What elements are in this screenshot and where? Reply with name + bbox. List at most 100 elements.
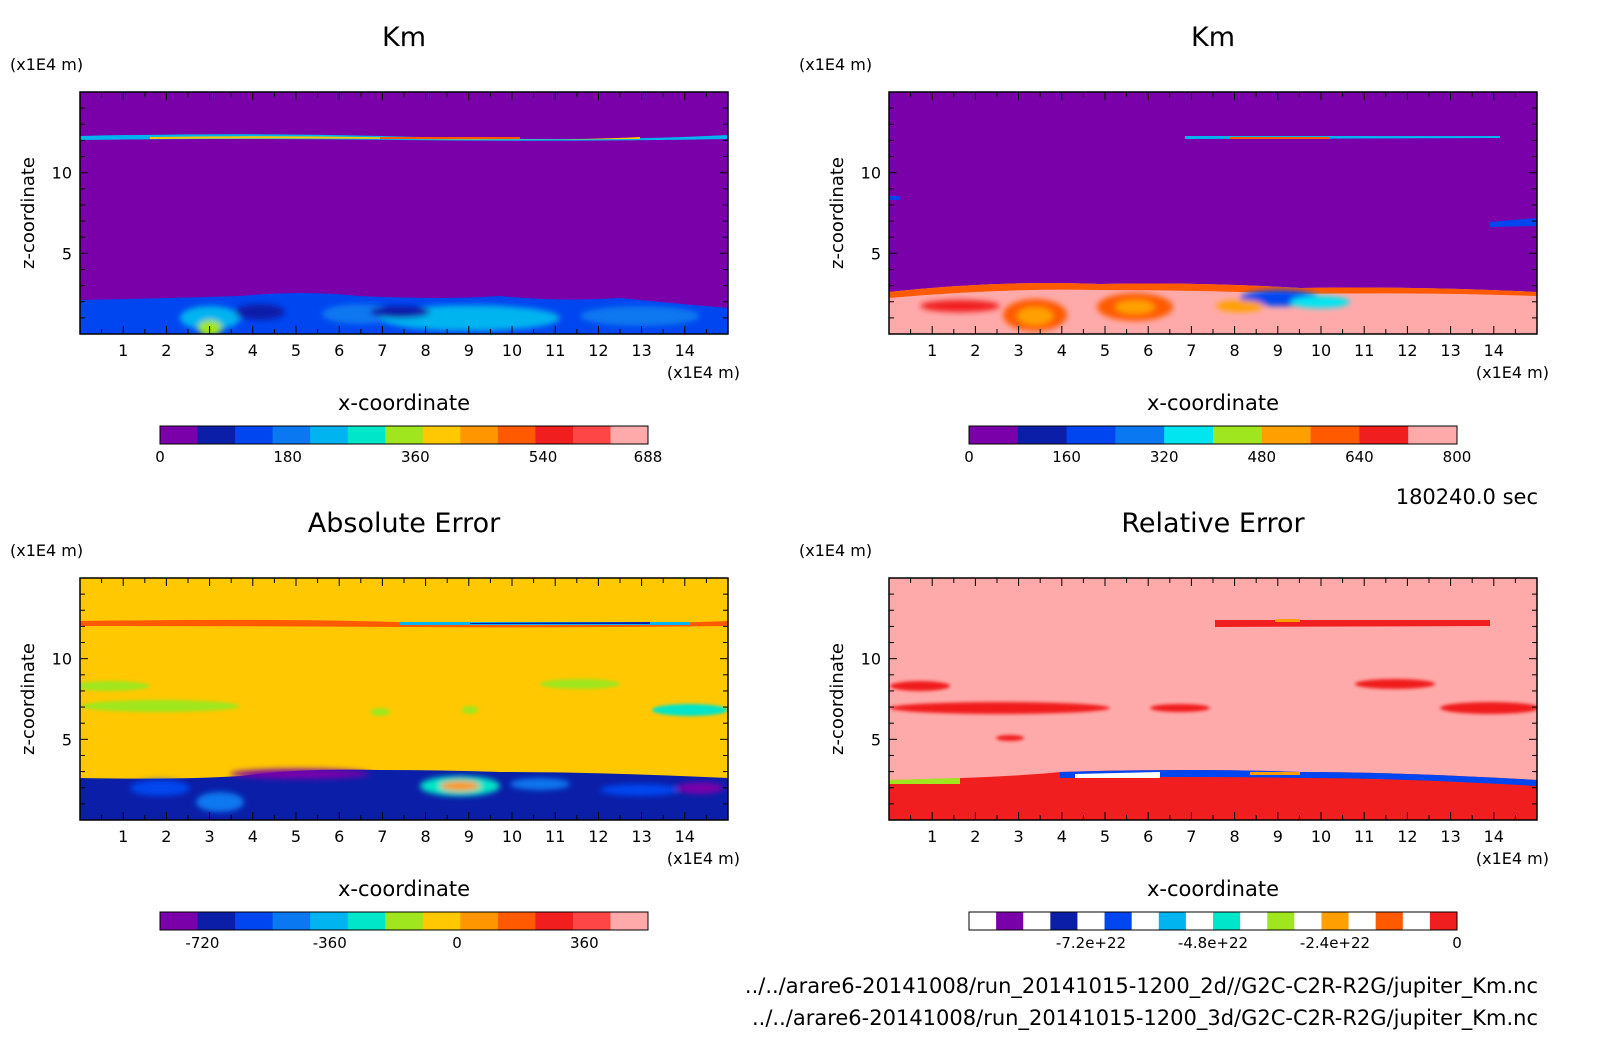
x-tick-label: 14 xyxy=(675,827,695,846)
x-tick-label: 14 xyxy=(1484,827,1504,846)
x-unit-label: (x1E4 m) xyxy=(667,363,740,382)
colorbar-swatch xyxy=(310,426,349,444)
heatmap-field xyxy=(80,578,728,820)
x-tick-label: 13 xyxy=(631,827,651,846)
y-ticks: 5 10 xyxy=(861,91,1537,335)
y-axis-label: z-coordinate xyxy=(18,643,39,755)
x-unit-label: (x1E4 m) xyxy=(1476,363,1549,382)
upper-layer-peak xyxy=(470,622,650,624)
lower-eddy xyxy=(676,782,724,794)
x-tick-label: 8 xyxy=(421,827,431,846)
colorbar-label: 360 xyxy=(570,934,599,952)
x-tick-label: 11 xyxy=(1354,827,1374,846)
field-background xyxy=(80,92,728,334)
colorbar-label: 0 xyxy=(155,448,165,466)
colorbar-swatch xyxy=(1164,426,1214,444)
lower-eddy xyxy=(1216,300,1264,312)
colorbar-label: -2.4e+22 xyxy=(1300,934,1370,952)
mid-band xyxy=(652,704,728,716)
colorbar-swatch xyxy=(535,426,574,444)
x-axis-label: x-coordinate xyxy=(338,391,470,415)
file-paths: ../../arare6-20141008/run_20141015-1200_… xyxy=(745,974,1538,1031)
lower-layer-core xyxy=(1250,772,1300,775)
mid-band xyxy=(1440,702,1537,714)
x-tick-label: 14 xyxy=(1484,341,1504,360)
x-tick-label: 8 xyxy=(1230,827,1240,846)
colorbar-swatch xyxy=(1310,426,1360,444)
colorbar-swatch xyxy=(535,912,574,930)
colorbar-label: 540 xyxy=(529,448,558,466)
colorbar-swatch xyxy=(1066,426,1116,444)
x-tick-label: 9 xyxy=(464,827,474,846)
y-unit-label: (x1E4 m) xyxy=(799,55,872,74)
colorbar-label: 160 xyxy=(1052,448,1081,466)
colorbar-label: 640 xyxy=(1345,448,1374,466)
colorbar-swatch xyxy=(1348,912,1377,930)
file-path-3d: ../../arare6-20141008/run_20141015-1200_… xyxy=(752,1006,1538,1031)
x-tick-label: 13 xyxy=(1440,341,1460,360)
colorbar-swatch xyxy=(1104,912,1133,930)
mid-band xyxy=(370,708,390,716)
lower-layer-core xyxy=(889,778,960,784)
upper-layer-core xyxy=(1230,137,1330,139)
lower-eddy xyxy=(180,306,240,330)
colorbar-swatch xyxy=(235,912,274,930)
lower-layer-edge xyxy=(1060,770,1537,786)
colorbar-label: -360 xyxy=(313,934,347,952)
x-tick-label: 12 xyxy=(1397,341,1417,360)
x-tick-label: 14 xyxy=(675,341,695,360)
lower-eddy xyxy=(230,769,370,779)
x-tick-label: 7 xyxy=(1186,341,1196,360)
x-tick-label: 2 xyxy=(161,341,171,360)
colorbar-swatch xyxy=(996,912,1024,930)
colorbar-swatch xyxy=(310,912,349,930)
mid-band xyxy=(996,735,1024,741)
colorbar-swatch xyxy=(422,912,461,930)
lower-eddy xyxy=(1290,296,1350,308)
colorbar-frame xyxy=(159,425,649,445)
colorbar-label: 480 xyxy=(1247,448,1276,466)
x-tick-label: 8 xyxy=(421,341,431,360)
colorbar-swatch xyxy=(1213,912,1241,930)
x-tick-label: 12 xyxy=(1397,827,1417,846)
colorbar: 0 180 360 540 688 xyxy=(155,425,662,466)
colorbar-swatch xyxy=(460,426,499,444)
side-streak xyxy=(889,196,900,200)
heatmap-field xyxy=(889,92,1537,334)
colorbar-swatch xyxy=(197,426,236,444)
x-tick-label: 10 xyxy=(502,827,522,846)
colorbar: -720 -360 0 360 xyxy=(159,911,649,952)
file-path-2d: ../../arare6-20141008/run_20141015-1200_… xyxy=(745,974,1538,999)
panel-km-2d: Km (x1E4 m) 1 2 3 4 5 6 7 8 9 10 11 12 13 14 510 (x1E… xyxy=(10,22,740,466)
lower-eddy xyxy=(580,306,700,326)
colorbar-swatch xyxy=(1131,912,1160,930)
colorbar-swatch xyxy=(1267,912,1295,930)
y-ticks: 5 10 xyxy=(52,91,728,335)
y-tick-label: 5 xyxy=(62,244,72,263)
x-tick-label: 4 xyxy=(248,827,258,846)
x-tick-label: 3 xyxy=(205,341,215,360)
mid-band xyxy=(890,702,1110,714)
x-tick-label: 7 xyxy=(377,341,387,360)
colorbar-swatch xyxy=(1023,912,1051,930)
colorbar-swatch xyxy=(1402,912,1431,930)
x-tick-label: 10 xyxy=(1311,827,1331,846)
x-tick-label: 6 xyxy=(334,341,344,360)
x-unit-label: (x1E4 m) xyxy=(1476,849,1549,868)
colorbar-label: 360 xyxy=(401,448,430,466)
colorbar-swatch xyxy=(1017,426,1068,444)
panel-title: Relative Error xyxy=(1121,508,1305,539)
x-tick-label: 8 xyxy=(1230,341,1240,360)
y-axis-label: z-coordinate xyxy=(18,157,39,269)
time-label: 180240.0 sec xyxy=(1396,485,1538,509)
x-tick-label: 7 xyxy=(377,827,387,846)
x-tick-label: 9 xyxy=(1273,341,1283,360)
colorbar-swatch xyxy=(1261,426,1312,444)
colorbar-swatch xyxy=(1408,426,1458,444)
lower-eddy xyxy=(440,781,480,791)
x-tick-label: 1 xyxy=(118,341,128,360)
panel-relative-error: Relative Error (x1E4 m) 1 2 3 4 5 6 7 8 9 10 11 12 1… xyxy=(799,508,1549,952)
colorbar-swatch xyxy=(1294,912,1322,930)
colorbar-swatch xyxy=(1375,912,1404,930)
colorbar-swatch xyxy=(1185,912,1214,930)
